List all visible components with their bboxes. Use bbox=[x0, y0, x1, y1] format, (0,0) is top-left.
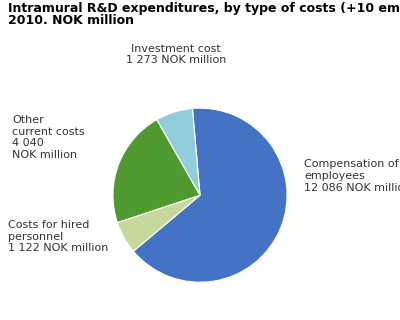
Text: Costs for hired
personnel
1 122 NOK million: Costs for hired personnel 1 122 NOK mill… bbox=[8, 220, 108, 253]
Wedge shape bbox=[113, 120, 200, 222]
Wedge shape bbox=[134, 108, 287, 282]
Wedge shape bbox=[117, 195, 200, 251]
Text: 2010. NOK million: 2010. NOK million bbox=[8, 14, 134, 28]
Text: Intramural R&D expenditures, by type of costs (+10 employees).: Intramural R&D expenditures, by type of … bbox=[8, 2, 400, 15]
Text: Investment cost
1 273 NOK million: Investment cost 1 273 NOK million bbox=[126, 44, 226, 65]
Wedge shape bbox=[157, 108, 200, 195]
Text: Other
current costs
4 040
NOK million: Other current costs 4 040 NOK million bbox=[12, 115, 85, 160]
Text: Compensation of
employees
12 086 NOK million: Compensation of employees 12 086 NOK mil… bbox=[304, 159, 400, 193]
